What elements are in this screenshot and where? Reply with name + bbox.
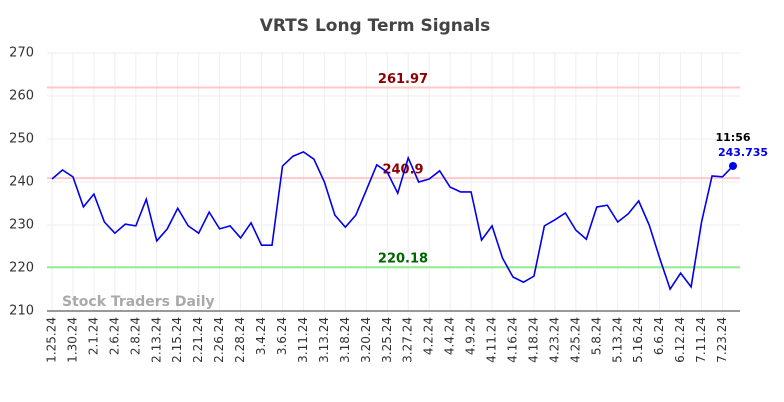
chart-title: VRTS Long Term Signals [260,16,491,36]
y-tick-label: 210 [9,304,34,319]
series-line [51,150,734,291]
x-tick-label: 2.21.24 [191,317,205,363]
x-tick-label: 5.13.24 [610,317,624,363]
x-tick-label: 5.16.24 [631,317,645,363]
y-tick-label: 220 [9,261,34,276]
x-tick-label: 4.11.24 [485,317,499,363]
x-tick-label: 3.13.24 [317,317,331,363]
x-tick-label: 1.30.24 [65,317,79,363]
x-tick-label: 2.28.24 [233,317,247,363]
x-tick-label: 5.8.24 [589,317,603,355]
x-tick-label: 2.13.24 [149,317,163,363]
level-label: 220.18 [378,252,428,267]
x-tick-label: 3.18.24 [338,317,352,363]
last-time: 11:56 [715,131,750,144]
x-tick-label: 4.4.24 [443,317,457,355]
x-tick-label: 4.2.24 [422,317,436,355]
y-tick-label: 260 [9,89,34,104]
x-tick-label: 7.23.24 [715,317,729,363]
x-tick-label: 6.6.24 [652,317,666,355]
last-value: 243.735 [718,146,768,159]
x-tick-label: 4.9.24 [464,317,478,355]
x-tick-label: 3.25.24 [380,317,394,363]
y-tick-label: 240 [9,175,34,190]
x-tick-label: 6.12.24 [673,317,687,363]
x-tick-label: 4.18.24 [526,317,540,363]
x-tick-label: 2.15.24 [170,317,184,363]
x-tick-label: 2.1.24 [86,317,100,355]
x-tick-label: 3.6.24 [275,317,289,355]
x-tick-label: 2.6.24 [107,317,121,355]
x-tick-label: 3.20.24 [359,317,373,363]
x-tick-label: 2.8.24 [128,317,142,355]
y-tick-label: 250 [9,132,34,147]
x-tick-label: 3.27.24 [401,317,415,363]
watermark: Stock Traders Daily [62,294,215,310]
y-tick-label: 230 [9,218,34,233]
x-tick-label: 3.4.24 [254,317,268,355]
last-point [729,161,737,170]
y-tick-label: 270 [9,46,34,61]
x-tick-label: 4.25.24 [568,317,582,363]
x-tick-label: 4.16.24 [505,317,519,363]
x-tick-label: 4.23.24 [547,317,561,363]
level-label: 261.97 [378,72,428,87]
x-tick-label: 7.11.24 [694,317,708,363]
x-tick-label: 1.25.24 [45,317,59,363]
x-tick-label: 2.26.24 [212,317,226,363]
level-label: 240.9 [382,163,423,178]
x-tick-label: 3.11.24 [296,317,310,363]
